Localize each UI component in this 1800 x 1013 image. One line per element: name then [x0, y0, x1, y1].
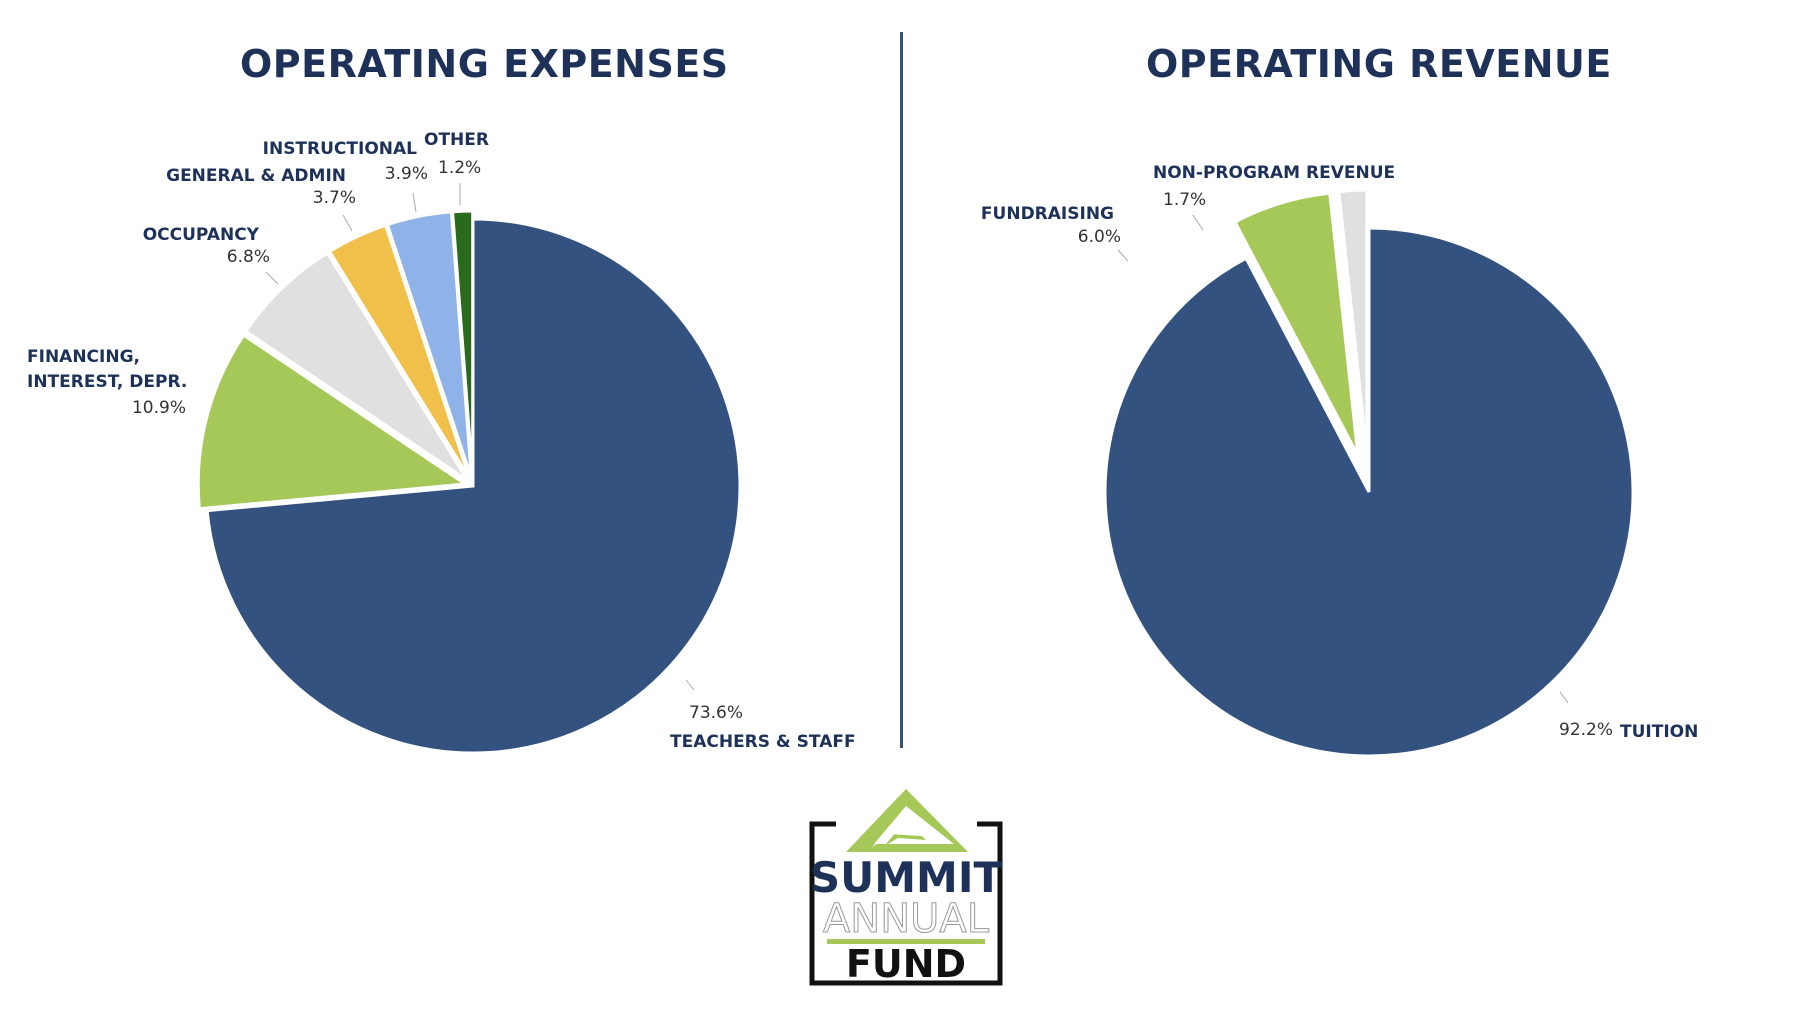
- logo-fund: FUND: [846, 942, 966, 986]
- revenue-slice-fundraising: [1232, 191, 1360, 457]
- slice-label-financing: FINANCING, INTEREST, DEPR.: [27, 347, 187, 392]
- slice-label-other: OTHER: [424, 130, 489, 150]
- revenue-labels: 92.2% TUITION FUNDRAISING 6.0% NON-PROGR…: [981, 163, 1698, 742]
- slice-pct-financing: 10.9%: [132, 398, 186, 418]
- expenses-slice-occupancy: [243, 250, 469, 482]
- expenses-slice-other: [450, 209, 475, 479]
- slice-label-financing-line2: INTEREST, DEPR.: [27, 372, 187, 392]
- expenses-pie: [196, 209, 742, 755]
- leader-line: [1192, 214, 1204, 231]
- leader-line: [265, 271, 279, 285]
- logo-summit: SUMMIT: [810, 853, 1003, 902]
- slice-label-teachers: TEACHERS & STAFF: [670, 732, 856, 752]
- slice-label-instructional: INSTRUCTIONAL: [263, 139, 418, 159]
- revenue-chart-title: OPERATING REVENUE: [1146, 42, 1612, 86]
- mountain-icon: [846, 789, 968, 852]
- slice-pct-non-program: 1.7%: [1163, 190, 1206, 210]
- slice-label-general-admin: GENERAL & ADMIN: [166, 166, 346, 186]
- revenue-pie: [1103, 188, 1635, 758]
- slice-label-occupancy: OCCUPANCY: [143, 225, 260, 245]
- slice-pct-other: 1.2%: [438, 158, 481, 178]
- slice-pct-instructional: 3.9%: [385, 164, 428, 184]
- expenses-labels: 73.6% TEACHERS & STAFF FINANCING, INTERE…: [27, 130, 856, 752]
- logo-annual: ANNUAL: [823, 896, 990, 942]
- expenses-slice-financing-interest-depr: [196, 333, 470, 511]
- slice-pct-occupancy: 6.8%: [227, 247, 270, 267]
- slice-pct-teachers: 73.6%: [689, 703, 743, 723]
- expenses-chart-title: OPERATING EXPENSES: [240, 42, 729, 86]
- summit-annual-fund-logo: SUMMIT ANNUAL FUND: [809, 789, 1003, 986]
- slice-pct-tuition: 92.2%: [1559, 720, 1613, 740]
- leader-line: [685, 679, 695, 691]
- logo-bracket: [809, 821, 1003, 986]
- expenses-slice-general-admin: [327, 223, 472, 480]
- slice-label-tuition: TUITION: [1620, 722, 1698, 742]
- leader-line: [1117, 249, 1129, 262]
- revenue-slice-tuition: [1103, 226, 1635, 758]
- slice-pct-fundraising: 6.0%: [1078, 227, 1121, 247]
- leader-line: [412, 192, 417, 213]
- slice-label-non-program: NON-PROGRAM REVENUE: [1153, 163, 1395, 183]
- expenses-slice-teachers-staff: [205, 217, 742, 755]
- logo-underline: [827, 939, 985, 944]
- leader-line: [342, 214, 353, 232]
- slice-label-financing-line1: FINANCING,: [27, 347, 140, 367]
- chart-divider: [900, 32, 903, 748]
- leader-line: [1559, 691, 1569, 704]
- revenue-slice-non-program-revenue: [1337, 188, 1369, 455]
- slice-label-fundraising: FUNDRAISING: [981, 204, 1114, 224]
- slice-pct-general-admin: 3.7%: [313, 188, 356, 208]
